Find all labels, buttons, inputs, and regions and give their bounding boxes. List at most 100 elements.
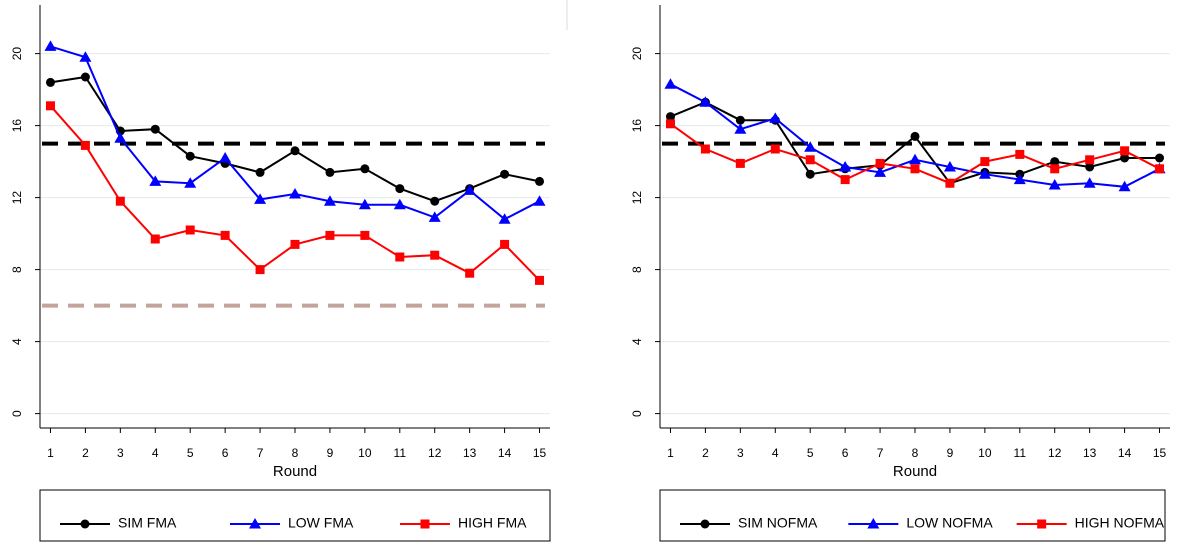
x-tick-label: 15 <box>1153 446 1167 460</box>
point <box>1155 153 1165 163</box>
point <box>1050 157 1060 167</box>
point <box>219 152 232 163</box>
x-tick-label: 3 <box>117 446 124 460</box>
x-axis-title: Round <box>893 463 937 480</box>
point <box>910 131 920 141</box>
point <box>665 112 675 122</box>
x-axis-title: Round <box>273 463 317 480</box>
point <box>323 195 336 206</box>
legend-label: LOW FMA <box>288 515 354 531</box>
point <box>533 195 546 206</box>
y-tick-label: 12 <box>630 191 644 205</box>
x-tick-label: 12 <box>428 446 442 460</box>
point <box>500 169 510 179</box>
x-tick-label: 6 <box>222 446 229 460</box>
point <box>79 51 92 62</box>
x-tick-label: 6 <box>842 446 849 460</box>
point <box>430 196 440 206</box>
x-tick-label: 10 <box>358 446 372 460</box>
point <box>700 519 710 529</box>
x-tick-label: 1 <box>667 446 674 460</box>
x-tick-label: 13 <box>463 446 477 460</box>
point <box>45 77 55 87</box>
point <box>395 184 405 194</box>
x-tick-label: 14 <box>498 446 512 460</box>
y-tick-label: 4 <box>630 338 644 345</box>
point <box>290 239 300 249</box>
point <box>149 175 162 186</box>
point <box>150 124 160 134</box>
point <box>805 169 815 179</box>
y-tick-label: 20 <box>630 47 644 61</box>
point <box>465 268 475 278</box>
point <box>1085 155 1095 165</box>
point <box>840 175 850 185</box>
point <box>734 123 747 134</box>
y-tick-label: 16 <box>10 119 24 133</box>
x-tick-label: 12 <box>1048 446 1062 460</box>
y-tick-label: 16 <box>630 119 644 133</box>
point <box>500 239 510 249</box>
point <box>115 196 125 206</box>
x-tick-label: 7 <box>257 446 264 460</box>
point <box>463 184 476 195</box>
x-tick-label: 11 <box>1014 446 1027 460</box>
legend-label: SIM FMA <box>118 515 177 531</box>
point <box>44 40 57 51</box>
legend-label: LOW NOFMA <box>906 515 993 531</box>
y-tick-label: 8 <box>10 266 24 273</box>
point <box>804 141 817 152</box>
point <box>1120 146 1130 156</box>
point <box>150 234 160 244</box>
point <box>805 155 815 165</box>
x-tick-label: 13 <box>1083 446 1097 460</box>
point <box>45 101 55 111</box>
x-tick-label: 8 <box>292 446 299 460</box>
point <box>360 164 370 174</box>
point <box>943 161 956 172</box>
point <box>867 518 880 529</box>
y-tick-label: 0 <box>10 410 24 417</box>
point <box>255 265 265 275</box>
point <box>770 144 780 154</box>
legend-label: HIGH NOFMA <box>1075 515 1165 531</box>
point <box>978 168 991 179</box>
legend-label: SIM NOFMA <box>738 515 818 531</box>
point <box>290 146 300 156</box>
x-tick-label: 9 <box>947 446 954 460</box>
x-tick-label: 15 <box>533 446 547 460</box>
point <box>875 158 885 168</box>
x-tick-label: 4 <box>152 446 159 460</box>
x-tick-label: 1 <box>47 446 54 460</box>
x-tick-label: 2 <box>82 446 89 460</box>
point <box>1120 153 1130 163</box>
point <box>909 153 921 165</box>
point <box>874 166 887 177</box>
point <box>910 164 920 174</box>
y-tick-label: 8 <box>630 266 644 273</box>
point <box>665 119 675 129</box>
point <box>184 177 197 188</box>
point <box>1083 177 1096 188</box>
x-tick-label: 8 <box>912 446 919 460</box>
x-tick-label: 5 <box>807 446 814 460</box>
point <box>249 518 261 529</box>
x-tick-label: 2 <box>702 446 709 460</box>
point <box>1013 173 1026 185</box>
point <box>430 250 440 260</box>
point <box>498 213 511 224</box>
point <box>325 167 335 177</box>
y-tick-label: 0 <box>630 410 644 417</box>
point <box>1050 164 1060 174</box>
point <box>255 167 265 177</box>
x-tick-label: 10 <box>978 446 992 460</box>
point <box>735 158 745 168</box>
point <box>699 96 712 107</box>
point <box>80 519 90 529</box>
point <box>1155 164 1165 174</box>
point <box>80 72 90 82</box>
x-tick-label: 9 <box>327 446 334 460</box>
point <box>980 157 990 167</box>
